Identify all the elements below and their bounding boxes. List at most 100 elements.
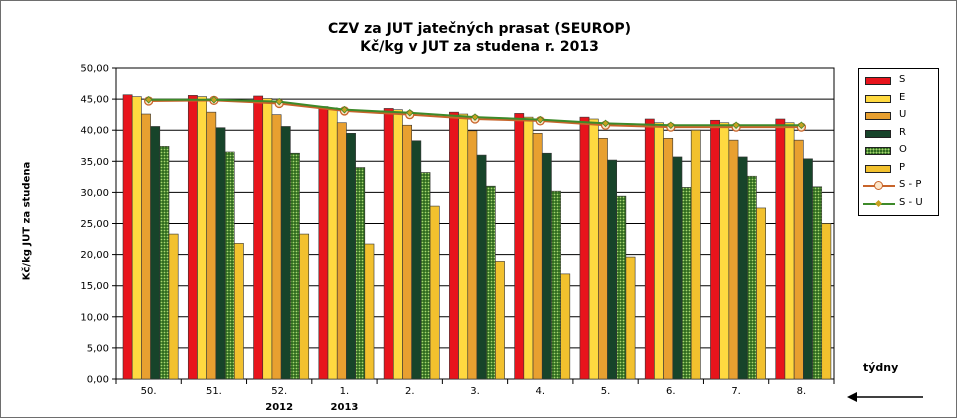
bar-e (719, 122, 730, 380)
marker-su (210, 95, 218, 104)
chart-subtitle: Kč/kg v JUT za studena r. 2013 (360, 39, 599, 55)
bar-o (159, 146, 170, 380)
bar-s (318, 106, 329, 380)
legend-item: E (863, 91, 939, 107)
bar-e (523, 116, 534, 380)
bar-u (206, 111, 217, 380)
bar-p (821, 223, 832, 380)
bar-p (625, 256, 636, 380)
legend-swatch (865, 77, 891, 85)
legend-swatch (865, 147, 891, 155)
bar-r (737, 156, 748, 380)
y-tick-label: 0,00 (87, 375, 109, 386)
legend-item: O (863, 143, 939, 159)
bar-e (588, 118, 599, 380)
bar-u (598, 137, 608, 380)
bar-p (364, 243, 375, 380)
bar-s (449, 111, 459, 380)
bar-r (346, 133, 356, 380)
bar-s (775, 118, 786, 380)
bar-s (253, 95, 264, 380)
marker-su (275, 97, 283, 106)
bar-u (336, 122, 347, 380)
bar-p (560, 273, 571, 380)
y-tick-label: 30,00 (80, 188, 109, 199)
year-label: 2012 (265, 402, 293, 413)
legend-swatch (865, 112, 891, 120)
bar-s (514, 113, 525, 380)
bar-r (280, 126, 291, 380)
legend-label: U (899, 109, 907, 120)
x-tick-label: 8. (797, 386, 807, 397)
y-tick-label: 45,00 (80, 95, 109, 106)
legend-item: P (863, 161, 939, 177)
bar-s (644, 118, 655, 380)
bar-o (224, 151, 235, 380)
legend-label: P (899, 161, 906, 173)
bar-s (122, 94, 133, 380)
legend-swatch (865, 94, 891, 103)
bar-o (485, 185, 496, 380)
x-tick-label: 52. (271, 386, 287, 397)
bar-o (746, 175, 757, 380)
legend-label: S - P (899, 179, 922, 190)
bar-r (476, 154, 487, 380)
bar-o (290, 152, 300, 380)
x-axis-unit: týdny (863, 361, 899, 374)
bar-r (215, 127, 226, 380)
marker-su (601, 119, 610, 128)
marker-su (471, 113, 479, 121)
marker-su (536, 115, 545, 124)
bar-p (756, 207, 766, 380)
bar-r (411, 140, 422, 380)
bar-u (402, 124, 412, 380)
y-tick-label: 40,00 (80, 126, 109, 137)
bar-p (495, 261, 505, 380)
y-tick-label: 10,00 (80, 312, 109, 323)
legend-swatch (865, 129, 891, 138)
bar-u (728, 139, 739, 380)
bar-e (392, 109, 403, 380)
legend-label: S - U (899, 196, 923, 208)
bar-o (355, 167, 366, 380)
arrow-left-icon (847, 392, 923, 402)
year-label: 2013 (331, 402, 359, 413)
bar-o (551, 190, 561, 380)
x-tick-label: 51. (206, 386, 222, 397)
x-tick-label: 1. (340, 386, 350, 397)
marker-su (732, 121, 740, 129)
marker-su (667, 121, 675, 129)
legend-label: O (899, 144, 907, 155)
x-tick-label: 7. (731, 386, 741, 397)
bar-u (141, 113, 151, 380)
x-tick-label: 6. (666, 386, 676, 397)
marker-su (144, 95, 153, 104)
legend-item: R (863, 126, 939, 142)
y-tick-label: 5,00 (87, 343, 109, 354)
bar-e (197, 96, 207, 380)
x-tick-label: 4. (535, 386, 545, 397)
bar-o (812, 186, 823, 380)
bar-s (579, 116, 590, 380)
bar-p (299, 233, 310, 380)
bar-u (663, 137, 674, 380)
bar-e (262, 98, 273, 380)
bar-r (607, 159, 618, 380)
bar-o (681, 187, 692, 380)
bar-p (168, 233, 179, 380)
legend-item: S - P (863, 178, 939, 194)
bar-o (616, 195, 627, 380)
y-tick-label: 20,00 (80, 250, 109, 261)
marker-su (797, 121, 806, 129)
bar-r (672, 156, 683, 380)
bar-e (654, 122, 664, 380)
bar-u (467, 130, 478, 380)
bar-r (803, 158, 813, 380)
x-tick-label: 3. (470, 386, 480, 397)
bar-e (458, 113, 469, 380)
legend-marker (874, 181, 883, 190)
legend-marker (874, 199, 883, 207)
legend-item: S - U (863, 196, 939, 212)
